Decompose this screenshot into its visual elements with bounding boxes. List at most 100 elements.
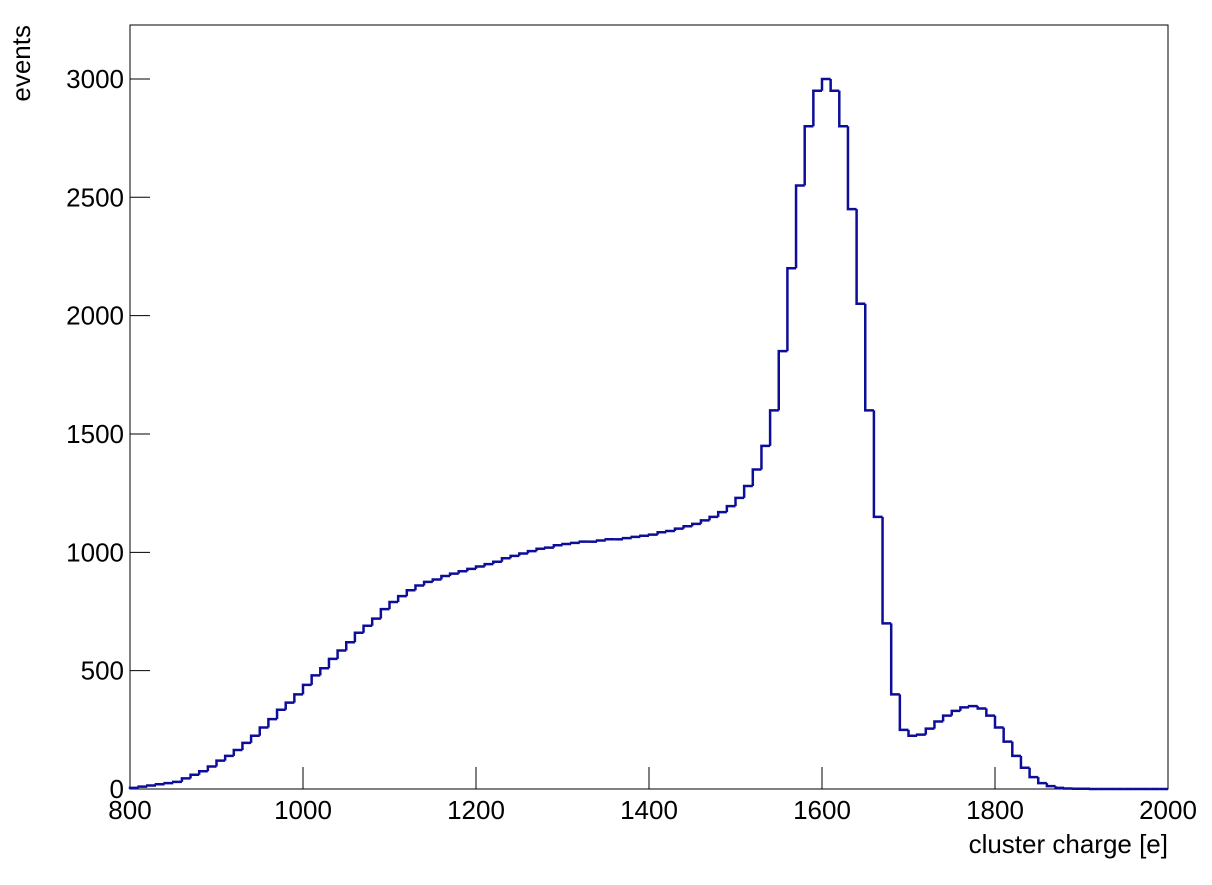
- y-tick-label: 1000: [66, 537, 124, 567]
- histogram-bin: [838, 90, 848, 128]
- histogram-bin: [215, 759, 226, 767]
- histogram-bin: [1045, 783, 1056, 788]
- y-tick-label: 0: [110, 774, 124, 804]
- y-tick-label: 3000: [66, 64, 124, 94]
- histogram-bin: [405, 588, 416, 597]
- histogram-bin: [293, 693, 303, 703]
- histogram-bin: [820, 77, 831, 91]
- histogram-bin: [518, 552, 528, 556]
- x-tick-label: 1200: [447, 795, 505, 825]
- histogram-bin: [985, 708, 995, 717]
- histogram-bin: [137, 785, 148, 788]
- histogram-bin: [1037, 777, 1047, 785]
- histogram-bin: [362, 624, 373, 633]
- histogram-bin: [699, 519, 710, 524]
- histogram-bin: [751, 468, 762, 487]
- histogram-bin: [163, 781, 174, 785]
- histogram-bin: [128, 786, 139, 790]
- histogram-bin: [976, 706, 987, 710]
- histogram-bin: [993, 715, 1004, 729]
- histogram-bin: [855, 209, 866, 306]
- histogram-bin: [708, 515, 719, 521]
- histogram-bin: [812, 89, 822, 127]
- histogram-bin: [898, 694, 909, 732]
- histogram-bin: [1019, 755, 1030, 769]
- plot-frame: [129, 24, 1169, 790]
- histogram-bin: [665, 529, 675, 533]
- histogram-bin: [466, 567, 476, 572]
- histogram-bin: [864, 303, 874, 412]
- histogram-bin: [457, 570, 468, 574]
- histogram-bin: [535, 547, 546, 552]
- histogram-bin: [569, 541, 580, 545]
- x-tick-label: 1800: [966, 795, 1024, 825]
- histogram-bin: [301, 683, 312, 695]
- histogram-bin: [189, 773, 200, 779]
- x-axis-label: cluster charge [e]: [969, 829, 1168, 859]
- histogram-bin: [474, 565, 485, 569]
- histogram-bin: [526, 549, 537, 554]
- histogram-bin: [915, 733, 926, 736]
- histogram-bin: [933, 720, 944, 729]
- histogram-bin: [760, 444, 771, 470]
- histogram-bin: [768, 409, 779, 446]
- histogram-bin: [742, 484, 753, 498]
- histogram-bin: [414, 584, 425, 591]
- histogram-bin: [561, 542, 572, 546]
- histogram-bin: [154, 783, 165, 786]
- histogram-bin: [881, 516, 892, 625]
- histogram-bin: [734, 496, 745, 507]
- histogram-bin: [249, 734, 260, 743]
- histogram-bin: [872, 410, 883, 519]
- histogram-bin: [336, 649, 347, 659]
- histogram-bin: [327, 657, 338, 669]
- histogram-bin: [353, 631, 364, 643]
- histogram-bin: [310, 674, 321, 685]
- histogram-bin: [716, 510, 727, 517]
- histogram-bin: [172, 780, 182, 784]
- histogram-bin: [422, 580, 433, 586]
- histogram-bin: [146, 784, 156, 787]
- histogram-bin: [889, 623, 900, 696]
- y-tick-label: 500: [81, 656, 124, 686]
- histogram-bin: [500, 556, 511, 562]
- histogram-bin: [673, 527, 684, 532]
- histogram-bin: [691, 522, 701, 527]
- histogram-bin: [388, 600, 399, 610]
- histogram-bin: [543, 546, 554, 549]
- histogram-bin: [180, 777, 191, 782]
- histogram-bin: [483, 562, 494, 567]
- x-tick-label: 1600: [793, 795, 851, 825]
- histogram-bin: [319, 667, 329, 676]
- histogram-bin: [440, 574, 451, 580]
- histogram-bin: [492, 560, 502, 565]
- histogram-bin: [967, 704, 978, 708]
- y-axis-label: events: [6, 25, 36, 102]
- histogram-bin: [794, 184, 805, 269]
- histogram-bin: [682, 525, 693, 529]
- histogram-bin: [630, 535, 641, 539]
- histogram-bin: [509, 554, 520, 559]
- y-tick-label: 2500: [66, 182, 124, 212]
- histogram-bin: [846, 126, 857, 211]
- x-tick-label: 1000: [274, 795, 332, 825]
- y-tick-label: 1500: [66, 419, 124, 449]
- histogram-bin: [232, 748, 243, 756]
- histogram-bin: [1054, 786, 1065, 790]
- histogram-bin: [924, 727, 935, 735]
- histogram-bin: [552, 543, 563, 548]
- histogram-bin: [223, 754, 234, 761]
- histogram-bin: [1028, 767, 1039, 779]
- histogram-bin: [1062, 787, 1073, 790]
- histogram-bin: [284, 701, 295, 710]
- x-tick-label: 2000: [1139, 795, 1197, 825]
- histogram-bin: [777, 349, 788, 411]
- histogram-bin: [829, 78, 840, 93]
- x-tick-label: 800: [108, 795, 151, 825]
- histogram-bin: [725, 504, 736, 513]
- histogram-bin: [621, 536, 632, 540]
- histogram-bin: [448, 572, 459, 576]
- histogram-bin: [267, 717, 278, 728]
